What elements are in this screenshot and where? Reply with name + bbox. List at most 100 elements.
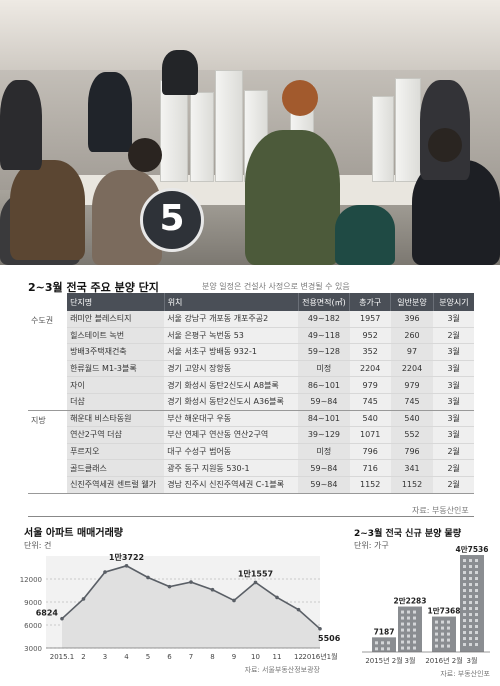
bar-window bbox=[475, 619, 478, 623]
bar-window bbox=[475, 637, 478, 641]
bar-window bbox=[375, 647, 378, 651]
bar-window bbox=[375, 641, 378, 645]
x-tick-label: 11 bbox=[273, 653, 282, 661]
bar-window bbox=[441, 638, 444, 642]
bar-window bbox=[381, 647, 384, 651]
table-cell: 1152 bbox=[349, 476, 391, 494]
data-point bbox=[60, 616, 64, 621]
y-tick-label: 3000 bbox=[24, 645, 42, 653]
bar-window bbox=[401, 634, 404, 638]
table-row: 연산2구역 더샵 부산 연제구 연산동 연산2구역 39~129 1071 552 3월 bbox=[28, 426, 474, 444]
data-point bbox=[296, 607, 301, 612]
table-header-row: 단지명 위치 전용면적(㎡) 총가구 일반분양 분양시기 bbox=[28, 293, 474, 311]
col-header: 단지명 bbox=[67, 293, 165, 311]
table-cell: 대구 수성구 범어동 bbox=[164, 443, 299, 461]
table-row: 힐스테이트 녹번 서울 은평구 녹번동 53 49~118 952 260 2월 bbox=[28, 327, 474, 345]
bar-window bbox=[447, 626, 450, 630]
bar-window bbox=[469, 637, 472, 641]
table-cell: 2월 bbox=[433, 476, 474, 494]
bar-window bbox=[463, 583, 466, 587]
bar-window bbox=[407, 616, 410, 620]
bar-group bbox=[372, 637, 396, 652]
bar-window bbox=[469, 601, 472, 605]
bar-window bbox=[469, 643, 472, 647]
bar-window bbox=[447, 644, 450, 648]
bar-window bbox=[469, 625, 472, 629]
table-cell: 1957 bbox=[349, 311, 391, 328]
table-row: 신진주역세권 센트럴 웰가 경남 진주시 신진주역세권 C-1블록 59~84 115… bbox=[28, 476, 474, 494]
table-source: 자료: 부동산인포 bbox=[412, 506, 469, 515]
bar-window bbox=[475, 583, 478, 587]
bar-window bbox=[401, 622, 404, 626]
bar-window bbox=[407, 640, 410, 644]
bar-window bbox=[463, 595, 466, 599]
chart-source: 자료: 부동산인포 bbox=[440, 669, 490, 678]
bar-window bbox=[441, 632, 444, 636]
bar-window bbox=[463, 637, 466, 641]
region-label: 지방 bbox=[28, 410, 68, 494]
bar-window bbox=[381, 641, 384, 645]
table-cell: 골드클래스 bbox=[67, 459, 165, 477]
table-cell: 979 bbox=[349, 376, 391, 394]
col-header: 전용면적(㎡) bbox=[298, 293, 351, 311]
table-cell: 59~84 bbox=[298, 393, 350, 411]
table-cell: 2204 bbox=[390, 360, 434, 378]
x-tick-label: 2016년 2월 bbox=[425, 656, 462, 665]
x-tick-label: 2016년1월 bbox=[302, 652, 337, 661]
chart-title: 2~3월 전국 신규 분양 물량 bbox=[354, 527, 462, 539]
table-row: 지방 해운대 비스타동원 부산 해운대구 우동 84~101 540 540 3월 bbox=[28, 410, 474, 494]
data-label: 5506 bbox=[318, 634, 340, 643]
data-point bbox=[81, 597, 86, 601]
table-cell: 서울 강남구 개포동 개포주공2 bbox=[164, 311, 299, 328]
col-header: 위치 bbox=[164, 293, 299, 311]
table-cell: 미정 bbox=[298, 360, 350, 378]
table-cell: 경기 화성시 동탄2신도시 A8블록 bbox=[164, 376, 299, 394]
x-tick-label: 10 bbox=[251, 653, 260, 661]
bar-window bbox=[475, 601, 478, 605]
table-cell: 979 bbox=[390, 376, 434, 394]
bar-window bbox=[447, 620, 450, 624]
table-cell: 3월 bbox=[433, 311, 474, 328]
bar-window bbox=[463, 565, 466, 569]
bar-window bbox=[413, 640, 416, 644]
bar-window bbox=[475, 595, 478, 599]
x-tick-label: 6 bbox=[167, 653, 172, 661]
bar-window bbox=[469, 571, 472, 575]
table-cell: 341 bbox=[390, 459, 434, 477]
table-cell: 방배3주택재건축 bbox=[67, 343, 165, 361]
bar-window bbox=[435, 644, 438, 648]
bar-window bbox=[441, 644, 444, 648]
table-cell: 552 bbox=[390, 426, 434, 444]
bar-window bbox=[463, 559, 466, 563]
table-cell: 래미안 블레스티지 bbox=[67, 311, 165, 328]
table-cell: 1071 bbox=[349, 426, 391, 444]
table-cell: 952 bbox=[349, 327, 391, 345]
bar-window bbox=[407, 610, 410, 614]
table-row: 골드클래스 광주 동구 지원동 530-1 59~84 716 341 2월 bbox=[28, 459, 474, 477]
bar-window bbox=[413, 616, 416, 620]
table-cell: 352 bbox=[349, 343, 391, 361]
bar-window bbox=[407, 646, 410, 650]
x-tick-label: 4 bbox=[124, 653, 129, 661]
x-tick-label: 7 bbox=[189, 653, 193, 661]
bar-window bbox=[447, 632, 450, 636]
bar-window bbox=[463, 619, 466, 623]
chart-unit: 단위: 건 bbox=[24, 540, 51, 550]
x-tick-label: 12 bbox=[294, 653, 303, 661]
number-sign: 5 bbox=[140, 188, 204, 252]
bar-window bbox=[475, 613, 478, 617]
data-point bbox=[189, 580, 193, 584]
region-label: 수도권 bbox=[28, 311, 68, 411]
bar-window bbox=[413, 646, 416, 650]
chart-unit: 단위: 가구 bbox=[354, 540, 389, 550]
bar-window bbox=[475, 625, 478, 629]
data-label: 6824 bbox=[36, 609, 59, 618]
bar-window bbox=[469, 595, 472, 599]
table-row: 더샵 경기 화성시 동탄2신도시 A36블록 59~84 745 745 3월 bbox=[28, 393, 474, 411]
table-cell: 부산 해운대구 우동 bbox=[164, 410, 299, 428]
bar-window bbox=[463, 571, 466, 575]
table-cell: 신진주역세권 센트럴 웰가 bbox=[67, 476, 165, 494]
x-tick-label: 3월 bbox=[405, 656, 416, 665]
data-point bbox=[253, 580, 258, 585]
